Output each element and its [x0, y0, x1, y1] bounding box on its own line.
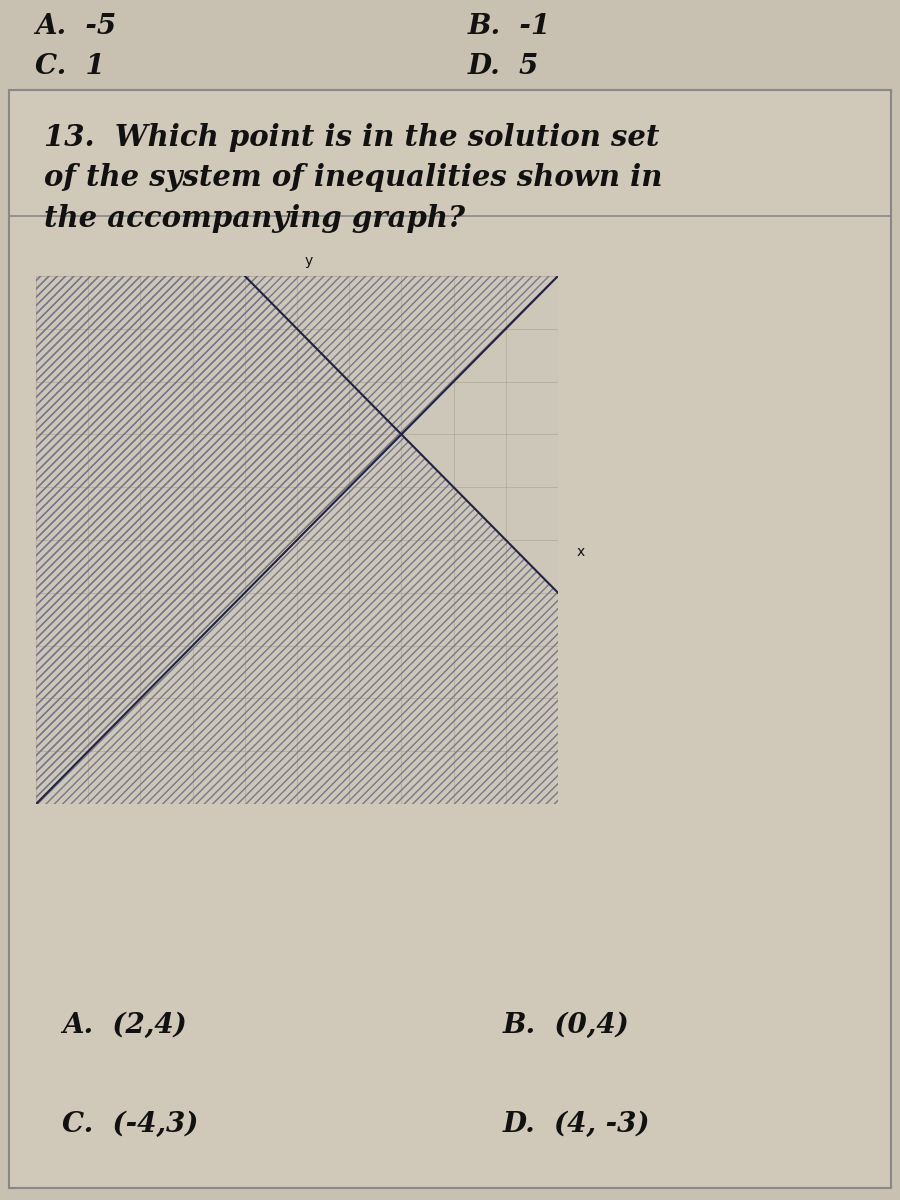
Text: B.  (0,4): B. (0,4): [503, 1013, 630, 1039]
Text: C.  1: C. 1: [35, 53, 105, 79]
Text: C.  (-4,3): C. (-4,3): [62, 1111, 198, 1138]
Text: D.  (4, -3): D. (4, -3): [503, 1111, 651, 1138]
Text: x: x: [576, 545, 584, 559]
Text: B.  -1: B. -1: [468, 12, 551, 40]
Text: A.  (2,4): A. (2,4): [62, 1013, 186, 1039]
Text: 13.  Which point is in the solution set
of the system of inequalities shown in
t: 13. Which point is in the solution set o…: [44, 122, 662, 233]
Text: y: y: [305, 254, 313, 269]
Text: D.  5: D. 5: [468, 53, 539, 79]
Text: A.  -5: A. -5: [35, 12, 117, 40]
